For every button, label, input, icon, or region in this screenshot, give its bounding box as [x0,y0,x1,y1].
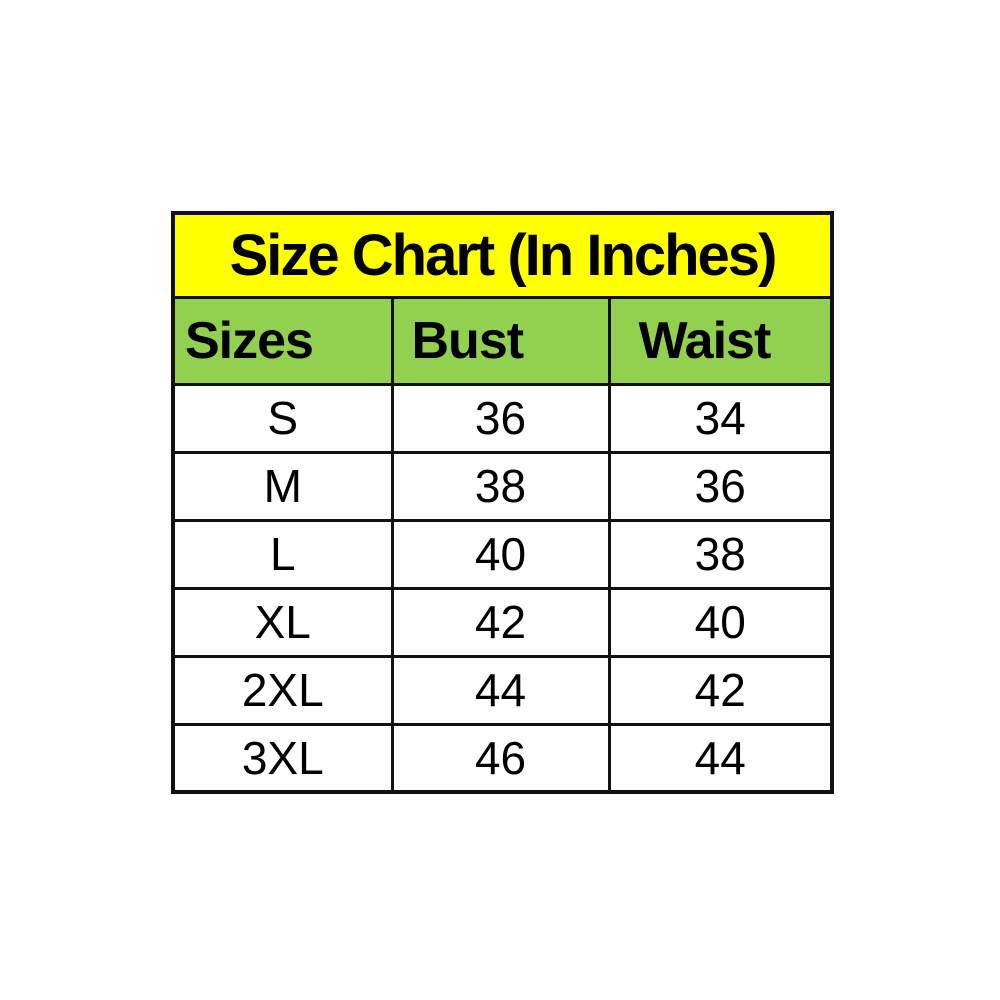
cell-waist: 44 [607,722,834,794]
cell-size: 2XL [171,654,394,726]
cell-size: XL [171,586,394,658]
column-header-bust: Bust [390,295,611,386]
cell-bust: 36 [390,382,611,454]
table-row-3xl: 3XL 46 44 [171,722,834,794]
table-row-m: M 38 36 [171,450,834,522]
column-header-sizes: Sizes [171,295,394,386]
cell-waist: 42 [607,654,834,726]
cell-size: S [171,382,394,454]
table-row-l: L 40 38 [171,518,834,590]
cell-waist: 40 [607,586,834,658]
table-row-s: S 36 34 [171,382,834,454]
table-title-row: Size Chart (In Inches) [171,211,834,299]
cell-waist: 36 [607,450,834,522]
column-header-waist: Waist [607,295,834,386]
cell-bust: 42 [390,586,611,658]
cell-size: L [171,518,394,590]
cell-bust: 38 [390,450,611,522]
table-row-2xl: 2XL 44 42 [171,654,834,726]
cell-size: 3XL [171,722,394,794]
cell-size: M [171,450,394,522]
table-title: Size Chart (In Inches) [171,211,834,299]
cell-waist: 38 [607,518,834,590]
cell-bust: 40 [390,518,611,590]
cell-waist: 34 [607,382,834,454]
cell-bust: 44 [390,654,611,726]
table-header-row: Sizes Bust Waist [171,295,834,386]
cell-bust: 46 [390,722,611,794]
table-row-xl: XL 42 40 [171,586,834,658]
size-chart-table: Size Chart (In Inches) Sizes Bust Waist … [171,211,835,794]
size-chart: Size Chart (In Inches) Sizes Bust Waist … [171,211,835,794]
